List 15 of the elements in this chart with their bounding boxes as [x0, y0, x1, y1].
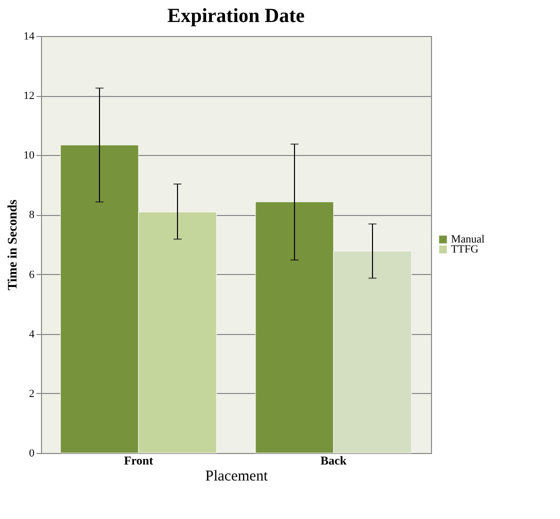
- legend-label: Manual: [451, 234, 485, 246]
- y-tick-label: 10: [24, 150, 35, 162]
- y-tick-label: 6: [29, 268, 35, 281]
- y-tick-label: 8: [29, 209, 35, 222]
- chart-title: Expiration Date: [167, 5, 305, 27]
- x-tick-label: Front: [124, 454, 154, 468]
- y-tick-label: 14: [24, 30, 35, 42]
- y-tick-label: 4: [29, 328, 35, 340]
- y-axis-title: Time in Seconds: [4, 200, 20, 290]
- legend-label: TTFG: [451, 244, 479, 256]
- y-tick-label: 0: [29, 448, 35, 460]
- x-axis-title: Placement: [205, 468, 269, 484]
- y-tick-label: 12: [24, 90, 34, 102]
- x-tick-label: Back: [320, 454, 347, 468]
- y-tick-label: 2: [29, 388, 34, 400]
